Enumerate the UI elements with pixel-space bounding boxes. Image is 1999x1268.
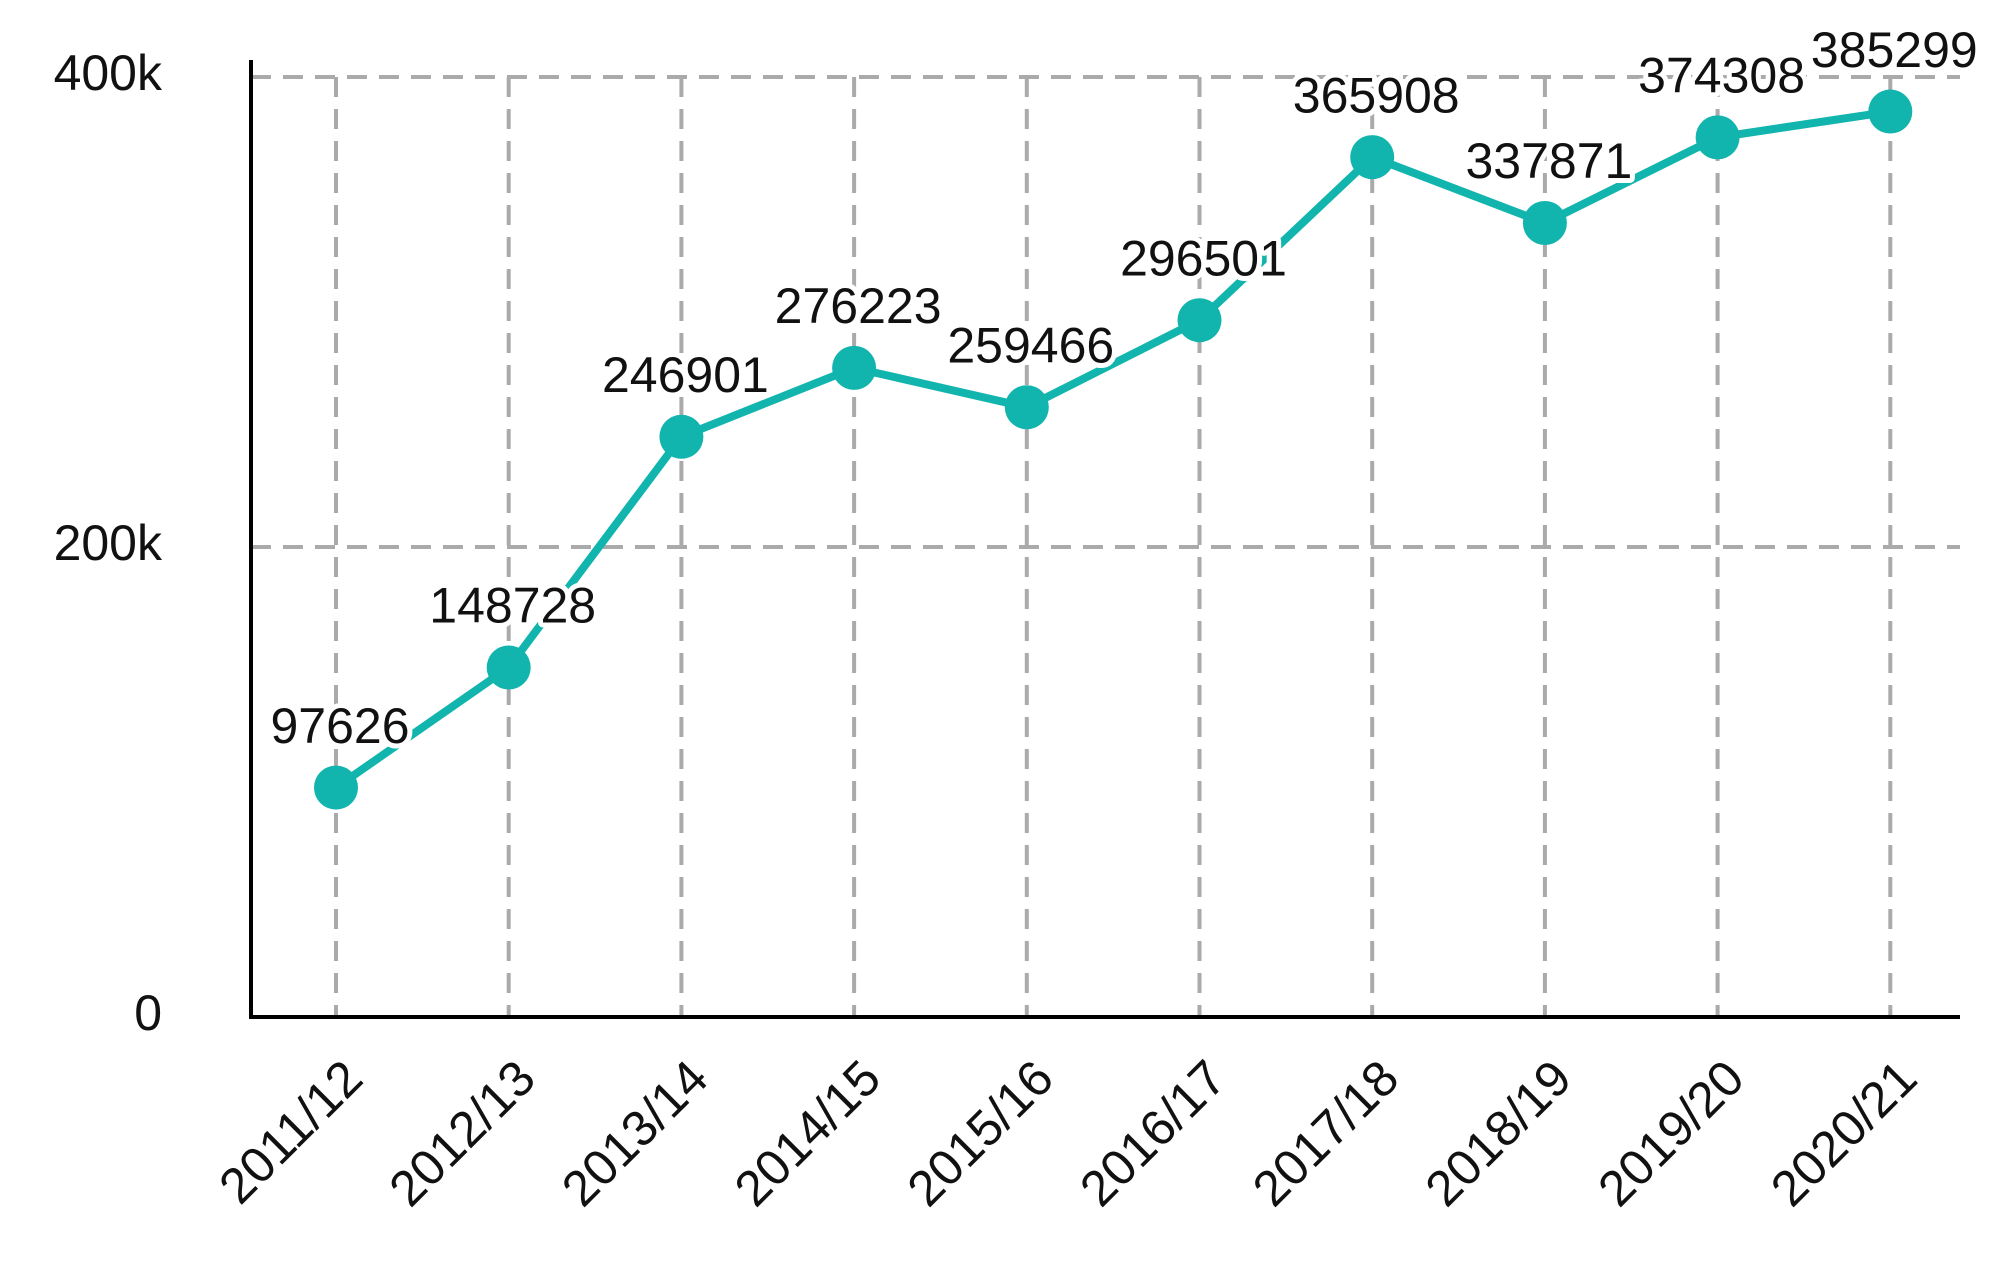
value-label: 148728 (429, 578, 596, 634)
x-tick: 2011/12 (208, 1050, 373, 1215)
y-tick-label: 200k (54, 515, 163, 571)
value-label: 276223 (775, 278, 942, 334)
x-tick-label: 2015/16 (897, 1050, 1064, 1217)
value-label: 296501 (1120, 230, 1287, 286)
x-tick: 2012/13 (378, 1050, 545, 1217)
point (659, 414, 704, 459)
x-tick-label: 2020/21 (1760, 1050, 1927, 1217)
x-tick: 2016/17 (1069, 1050, 1236, 1217)
x-tick-label: 2013/14 (551, 1050, 718, 1217)
point (1522, 201, 1567, 246)
point (314, 765, 358, 810)
x-tick: 2020/21 (1760, 1050, 1927, 1217)
x-tick-label: 2017/18 (1242, 1050, 1409, 1217)
value-label: 374308 (1638, 48, 1805, 104)
x-tick: 2018/19 (1415, 1050, 1582, 1217)
x-tick: 2017/18 (1242, 1050, 1409, 1217)
value-label: 97626 (270, 698, 409, 754)
value-label: 259466 (947, 317, 1114, 373)
point (1004, 385, 1049, 430)
point (832, 345, 877, 390)
x-tick-label: 2014/15 (724, 1050, 891, 1217)
x-tick: 2019/20 (1587, 1050, 1754, 1217)
x-tick-label: 2011/12 (208, 1050, 373, 1215)
y-tick-label: 0 (134, 985, 162, 1041)
point (1695, 115, 1740, 160)
x-tick: 2015/16 (897, 1050, 1064, 1217)
x-tick: 2014/15 (724, 1050, 891, 1217)
point (1350, 135, 1395, 180)
point (1868, 89, 1913, 134)
point (486, 645, 531, 690)
x-tick-label: 2012/13 (378, 1050, 545, 1217)
value-label: 365908 (1293, 67, 1460, 123)
y-tick-label: 400k (54, 45, 163, 101)
point (1177, 298, 1222, 343)
x-tick-label: 2018/19 (1415, 1050, 1582, 1217)
x-tick: 2013/14 (551, 1050, 718, 1217)
value-label: 385299 (1811, 22, 1978, 78)
value-label: 246901 (602, 347, 769, 403)
x-tick-label: 2016/17 (1069, 1050, 1236, 1217)
value-label: 337871 (1465, 133, 1632, 189)
x-tick-label: 2019/20 (1587, 1050, 1754, 1217)
line (333, 107, 1891, 791)
